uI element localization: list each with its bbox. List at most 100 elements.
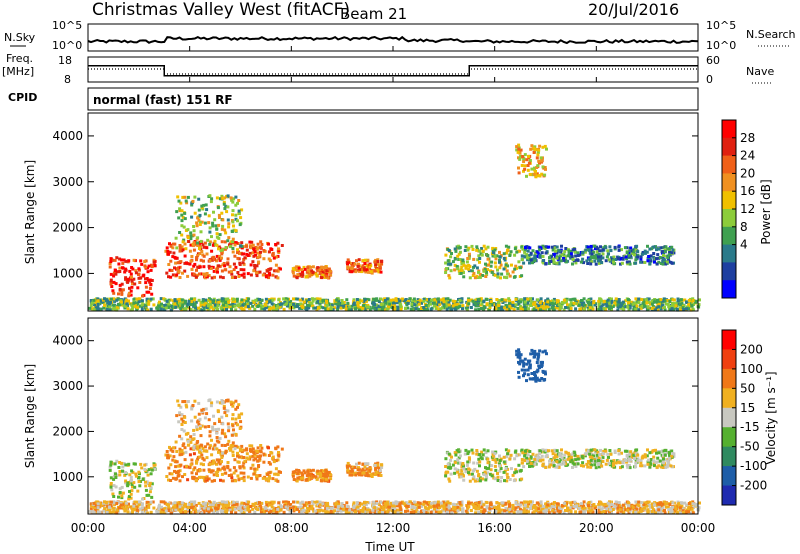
power-echo-cell [507,297,511,301]
velocity-echo-cell [568,456,572,460]
velocity-echo-cell [612,464,615,468]
velocity-echo-cell [634,458,638,462]
power-echo-cell [670,307,674,311]
power-echo-cell [560,244,563,248]
power-echo-cell [226,205,230,209]
power-echo-cell [228,305,232,309]
power-echo-cell [137,297,141,301]
power-echo-cell [485,273,489,276]
velocity-echo-cell [177,508,181,512]
power-echo-cell [554,249,557,253]
power-echo-cell [647,300,650,304]
velocity-echo-cell [661,463,665,467]
power-echo-cell [432,301,436,305]
power-echo-cell [236,242,240,245]
velocity-echo-cell [608,449,612,452]
colorbar-swatch [722,191,736,210]
power-echo-cell [223,264,227,268]
colorbar-tick-label: 12 [740,202,755,216]
velocity-echo-cell [643,455,647,459]
power-echo-cell [145,277,149,280]
power-echo-cell [643,261,647,264]
velocity-echo-cell [597,465,601,469]
velocity-echo-cell [648,460,652,464]
velocity-echo-cell [186,478,190,482]
power-echo-cell [408,297,412,301]
power-echo-cell [177,199,181,203]
power-echo-cell [364,300,368,304]
power-echo-cell [498,258,501,262]
power-echo-cell [127,294,131,298]
power-echo-cell [350,304,354,308]
power-echo-cell [275,307,278,311]
velocity-echo-cell [520,368,524,372]
velocity-echo-cell [627,457,631,461]
velocity-echo-cell [658,459,662,463]
power-echo-cell [466,257,470,260]
power-echo-cell [220,240,224,244]
power-echo-cell [527,254,531,258]
velocity-echo-cell [490,464,494,468]
power-echo-cell [194,300,198,304]
velocity-echo-cell [226,442,230,446]
velocity-echo-cell [309,469,312,473]
power-echo-cell [234,229,238,233]
nsky-tick-bottom: 10^0 [52,39,82,52]
power-echo-cell [234,195,238,199]
beam-label: Beam 21 [340,5,407,23]
velocity-echo-cell [153,467,157,471]
power-echo-cell [181,303,185,307]
power-echo-cell [627,301,630,305]
power-echo-cell [659,246,663,250]
power-echo-cell [512,275,516,279]
velocity-echo-cell [240,444,244,448]
velocity-echo-cell [543,349,547,353]
power-echo-cell [258,255,262,259]
power-echo-cell [134,269,138,273]
power-echo-cell [215,235,219,239]
velocity-echo-cell [148,484,152,487]
velocity-echo-cell [491,452,495,456]
power-echo-cell [149,297,153,301]
power-echo-cell [201,243,205,247]
power-echo-cell [159,297,163,301]
velocity-echo-cell [109,460,113,464]
power-echo-cell [259,298,263,302]
power-echo-cell [231,209,235,213]
power-echo-cell [199,239,203,243]
colorbar-swatch [722,155,736,174]
velocity-echo-cell [467,467,471,471]
power-echo-cell [216,266,220,270]
power-echo-cell [98,298,102,302]
power-echo-cell [501,307,505,311]
velocity-echo-cell [276,479,280,483]
power-echo-cell [467,267,470,271]
velocity-echo-cell [232,466,236,470]
velocity-echo-cell [222,404,226,408]
power-echo-cell [236,251,239,254]
power-echo-cell [190,267,194,271]
velocity-echo-cell [255,477,259,481]
velocity-echo-cell [322,469,326,473]
velocity-echo-cell [213,479,216,483]
velocity-echo-cell [347,464,351,468]
velocity-echo-cell [221,479,225,483]
power-echo-cell [262,257,266,261]
velocity-echo-cell [304,478,308,482]
power-echo-cell [690,304,694,308]
velocity-echo-cell [579,464,583,468]
colorbar-swatch [722,280,736,299]
power-echo-cell [158,300,161,304]
power-echo-cell [606,249,610,253]
power-echo-cell [543,173,547,177]
power-echo-cell [227,236,231,240]
power-echo-cell [177,270,181,274]
power-echo-cell [301,305,305,309]
power-echo-cell [352,298,356,302]
power-echo-cell [539,255,542,259]
power-echo-cell [209,267,213,270]
power-echo-cell [200,308,204,312]
velocity-echo-cell [487,466,491,470]
power-echo-cell [533,166,536,170]
power-echo-cell [510,263,513,267]
